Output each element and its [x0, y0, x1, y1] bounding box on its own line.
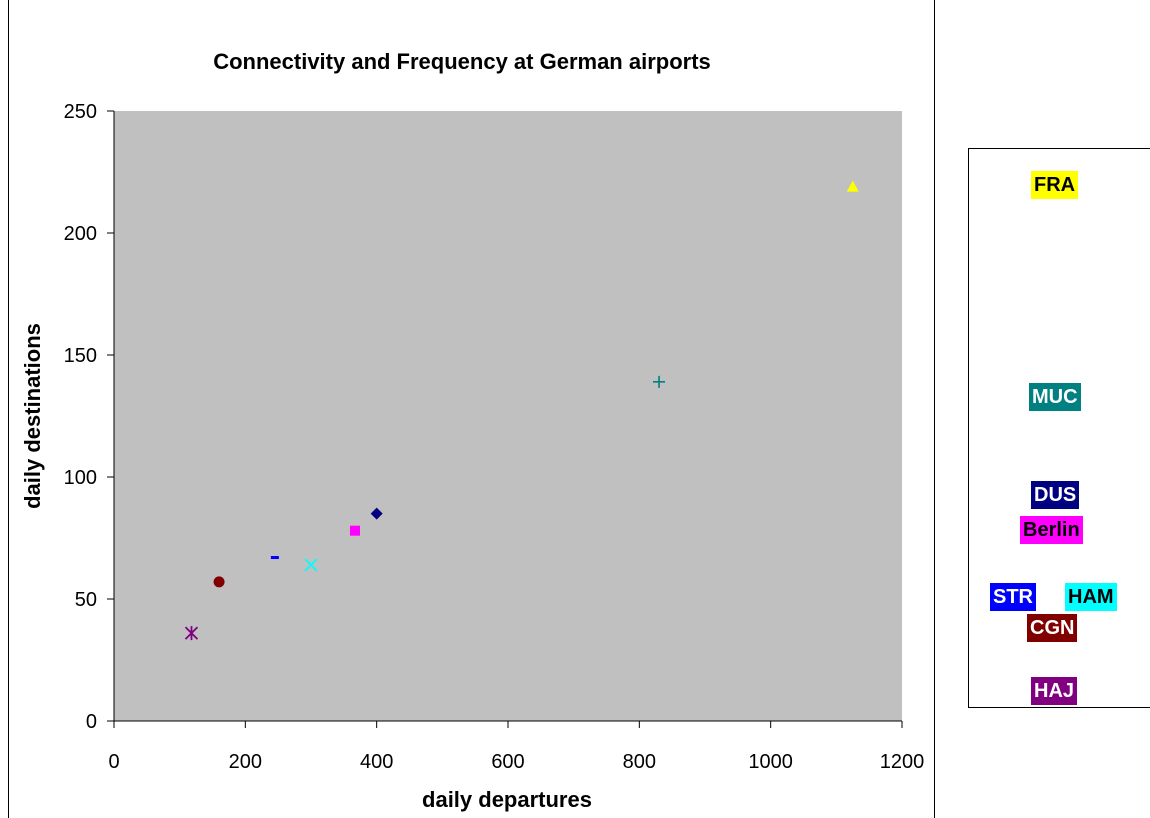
legend-entry-haj: HAJ: [1031, 677, 1078, 705]
data-point-cgn: [213, 576, 225, 588]
y-tick-label: 200: [64, 223, 97, 245]
data-point-haj: [184, 626, 199, 641]
data-point-berlin: [349, 525, 360, 536]
legend-entry-ham: HAM: [1065, 583, 1117, 611]
y-tick-label: 50: [75, 589, 97, 611]
data-point-str: [270, 556, 279, 560]
x-tick-label: 400: [360, 751, 393, 773]
y-axis-label: daily destinations: [20, 323, 45, 509]
legend-entry-berlin: Berlin: [1020, 516, 1083, 544]
x-tick-label: 0: [108, 751, 119, 773]
y-tick-label: 250: [64, 101, 97, 123]
x-tick-label: 200: [229, 751, 262, 773]
chart-title: Connectivity and Frequency at German air…: [213, 49, 711, 74]
x-tick-label: 1200: [880, 751, 925, 773]
legend-entry-str: STR: [990, 583, 1036, 611]
legend-entry-fra: FRA: [1031, 171, 1079, 199]
legend-entry-cgn: CGN: [1027, 614, 1078, 642]
x-tick-label: 600: [491, 751, 524, 773]
data-point-muc: [653, 375, 666, 388]
y-tick-label: 0: [86, 711, 97, 733]
legend-entry-dus: DUS: [1031, 481, 1080, 509]
y-tick-label: 100: [64, 467, 97, 489]
plot-area: [114, 111, 902, 721]
legend-entry-muc: MUC: [1029, 383, 1081, 411]
legend: FRA MUC DUS Berlin STR HAM CGN HAJ: [968, 148, 1150, 708]
chart-frame: [8, 0, 935, 818]
x-tick-label: 800: [623, 751, 656, 773]
data-point-fra: [846, 180, 859, 192]
y-tick-label: 150: [64, 345, 97, 367]
data-point-ham: [304, 558, 318, 572]
data-point-dus: [370, 507, 383, 520]
x-axis-label: daily departures: [422, 787, 592, 812]
x-tick-label: 1000: [748, 751, 793, 773]
